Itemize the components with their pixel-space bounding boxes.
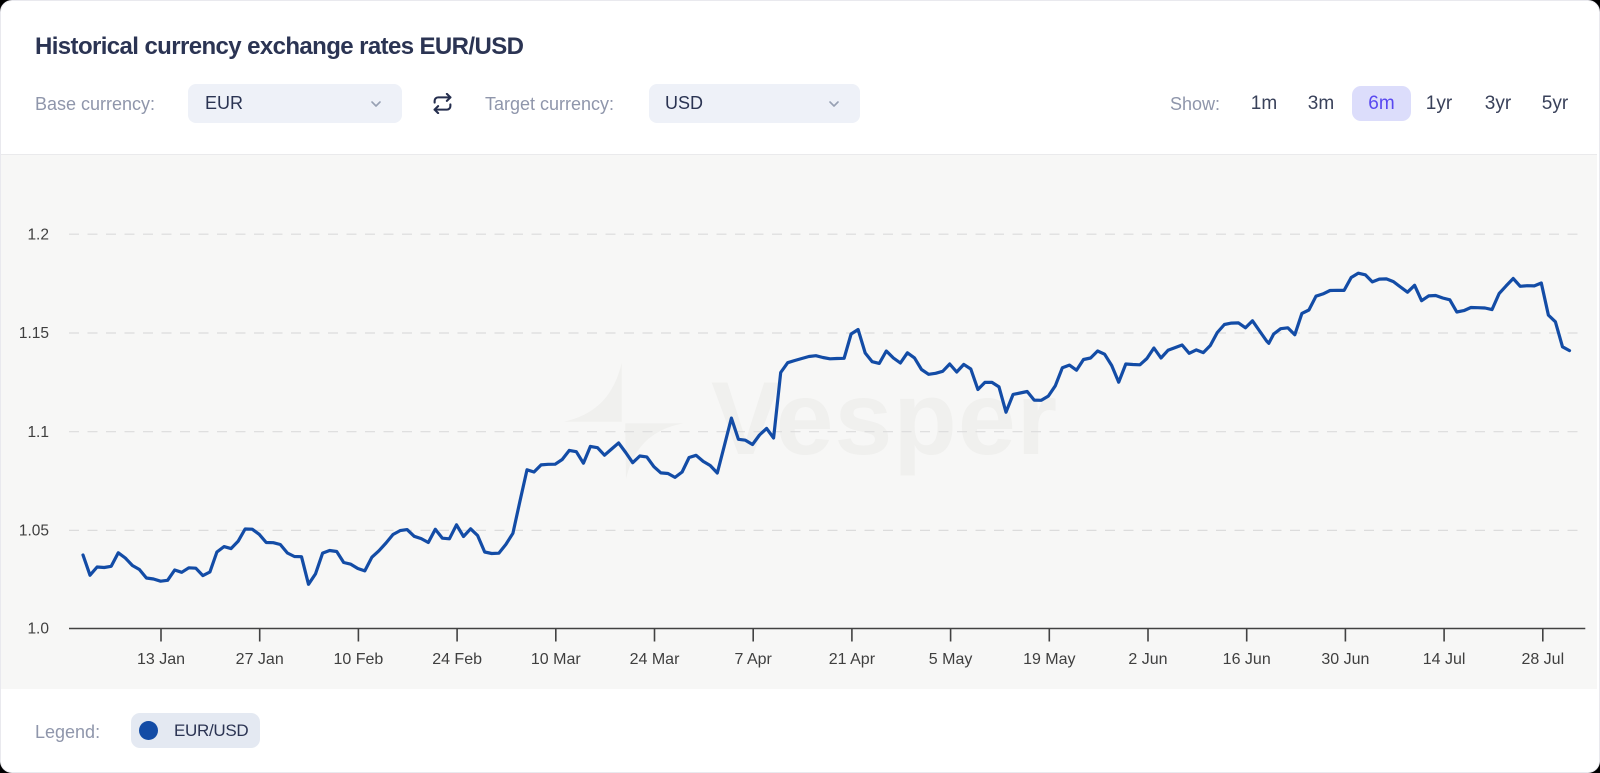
svg-text:13 Jan: 13 Jan	[137, 651, 185, 668]
svg-text:Vesper: Vesper	[711, 361, 1058, 477]
svg-text:30 Jun: 30 Jun	[1321, 651, 1369, 668]
svg-text:19 May: 19 May	[1023, 651, 1075, 668]
svg-text:27 Jan: 27 Jan	[236, 651, 284, 668]
svg-text:10 Feb: 10 Feb	[333, 651, 383, 668]
svg-text:24 Mar: 24 Mar	[630, 651, 680, 668]
svg-text:1.2: 1.2	[27, 226, 49, 243]
svg-text:28 Jul: 28 Jul	[1521, 651, 1564, 668]
svg-text:10 Mar: 10 Mar	[531, 651, 581, 668]
svg-text:14 Jul: 14 Jul	[1423, 651, 1466, 668]
svg-text:2 Jun: 2 Jun	[1128, 651, 1167, 668]
svg-text:1.0: 1.0	[27, 621, 49, 638]
svg-text:1.15: 1.15	[19, 325, 49, 342]
svg-text:5 May: 5 May	[929, 651, 973, 668]
svg-text:24 Feb: 24 Feb	[432, 651, 482, 668]
svg-text:1.05: 1.05	[19, 523, 49, 540]
svg-text:1.1: 1.1	[27, 424, 49, 441]
svg-text:7 Apr: 7 Apr	[735, 651, 773, 668]
svg-text:16 Jun: 16 Jun	[1223, 651, 1271, 668]
svg-text:21 Apr: 21 Apr	[829, 651, 876, 668]
